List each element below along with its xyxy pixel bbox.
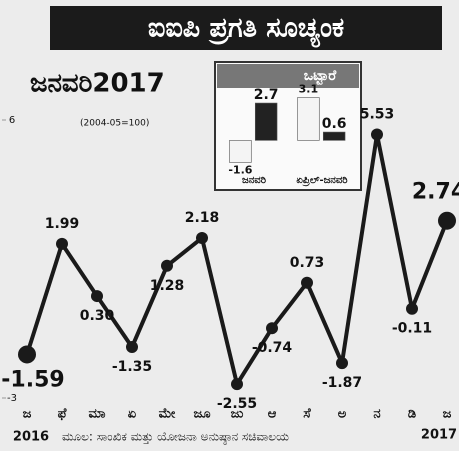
- point: [126, 341, 138, 353]
- x-tick-label: ಏ: [128, 407, 137, 422]
- bar: [255, 103, 277, 140]
- point: [196, 232, 208, 244]
- x-tick-label: ಸೆ: [303, 407, 311, 422]
- data-label: 2.7: [254, 87, 279, 103]
- data-label: -1.59: [1, 367, 64, 392]
- data-label: 1.99: [45, 216, 80, 232]
- point: [231, 378, 243, 390]
- chart: ಐಐಪಿ ಪ್ರಗತಿ ಸೂಚ್ಯಂಕ ಜನವರಿ2017 (2004-05=1…: [0, 0, 459, 451]
- data-label: 3.1: [299, 83, 319, 96]
- point: [371, 129, 383, 141]
- point: [336, 357, 348, 369]
- data-label: -1.35: [112, 359, 152, 375]
- data-label: -0.11: [392, 321, 432, 337]
- data-label: -0.74: [252, 340, 293, 356]
- x-tick-label: ನ: [373, 407, 380, 422]
- y-tick-label: 6: [9, 115, 15, 126]
- data-label: 0.30: [80, 308, 115, 324]
- x-tick-label: ಮಾ: [89, 407, 106, 422]
- data-label: 0.6: [322, 116, 347, 132]
- x-tick-label: ಜು: [231, 407, 244, 422]
- x-tick-label: ಜ: [443, 407, 452, 422]
- x-tick-label: ಆ: [268, 407, 277, 422]
- data-label: 1.28: [150, 278, 185, 294]
- bar: [298, 98, 320, 141]
- x-tick-label: ಡಿ: [408, 407, 416, 422]
- data-label: 2.74: [412, 180, 459, 205]
- point: [56, 238, 68, 250]
- bar: [323, 132, 345, 140]
- point: [161, 260, 173, 272]
- x-tick-label: ಮೇ: [159, 407, 176, 422]
- data-label: 0.73: [290, 255, 325, 271]
- point: [438, 212, 456, 230]
- y-tick-label: -3: [7, 393, 17, 404]
- data-label: 5.53: [360, 107, 395, 123]
- x-tick-label: ಜನವರಿ: [242, 175, 267, 186]
- x-tick-label: ಜ: [23, 407, 32, 422]
- x-tick-label: ಅ: [338, 407, 347, 422]
- point: [18, 345, 36, 363]
- source: ಮೂಲ: ಸಾಂಖಿಕ ಮತ್ತು ಯೋಜನಾ ಅನುಷ್ಠಾನ ಸಚಿವಾಲಯ: [62, 430, 289, 446]
- subtitle: ಜನವರಿ2017: [30, 69, 165, 99]
- x-tick-label: ಏಪ್ರಿಲ್-ಜನವರಿ: [296, 175, 348, 187]
- inset-header: [217, 64, 359, 88]
- x-tick-label: ಜೂ: [193, 407, 211, 422]
- chart-title: ಐಐಪಿ ಪ್ರಗತಿ ಸೂಚ್ಯಂಕ: [148, 13, 344, 48]
- year-label: 2017: [421, 428, 457, 443]
- point: [266, 322, 278, 334]
- point: [301, 277, 313, 289]
- year-label: 2016: [13, 430, 49, 445]
- x-tick-label: ಫೆ: [58, 407, 67, 422]
- point: [406, 303, 418, 315]
- bar: [230, 140, 252, 162]
- note: (2004-05=100): [80, 119, 149, 129]
- data-label: 2.18: [185, 210, 220, 226]
- point: [91, 290, 103, 302]
- data-label: -1.87: [322, 375, 362, 391]
